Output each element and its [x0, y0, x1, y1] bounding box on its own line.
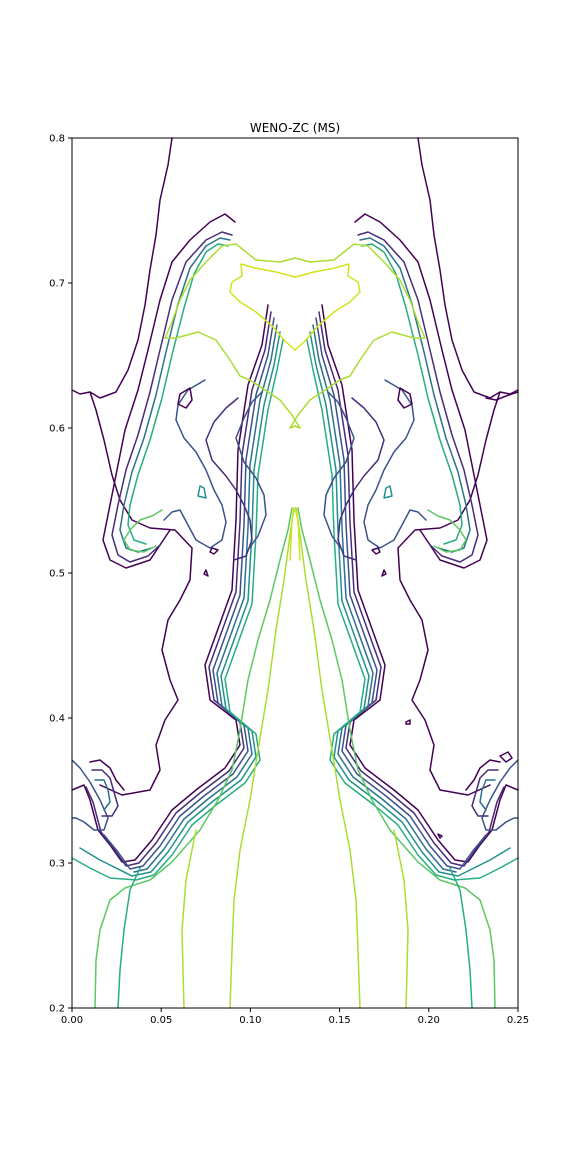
x-tick-label: 0.10	[239, 1015, 261, 1026]
y-tick-label: 0.8	[49, 134, 65, 145]
y-tick-label: 0.4	[49, 714, 65, 725]
contour-line-level-0	[437, 833, 443, 839]
contour-line-level-1	[91, 769, 119, 817]
contour-line-level-8	[289, 507, 296, 561]
contour-line-level-2	[71, 759, 109, 831]
y-tick-label: 0.6	[49, 424, 65, 435]
contour-line-level-7	[393, 829, 409, 1009]
contour-line-level-6	[297, 507, 496, 1009]
contour-line-level-3	[119, 237, 231, 553]
contour-line-level-1	[85, 311, 272, 867]
contour-line-level-0	[371, 547, 381, 555]
contour-line-level-7	[229, 507, 295, 1009]
contour-line-level-7	[289, 243, 426, 429]
contour-line-level-3	[479, 779, 496, 811]
contour-line-level-0	[177, 387, 193, 409]
contour-line-level-3	[359, 237, 471, 553]
contour-line-level-3	[312, 324, 457, 873]
contour-line-level-3	[94, 779, 111, 811]
contour-line-level-2	[481, 759, 519, 831]
contour-line-level-8	[229, 263, 296, 351]
contour-line-level-6	[94, 507, 293, 1009]
contour-line-level-0	[321, 304, 519, 863]
contour-line-level-5	[117, 867, 141, 1009]
contour-line-level-2	[163, 379, 227, 549]
contour-line-level-0	[499, 751, 513, 763]
contour-line-level-4	[383, 485, 393, 499]
contour-line-level-0	[397, 137, 501, 796]
y-tick-label: 0.5	[49, 569, 65, 580]
contour-line-level-5	[361, 243, 463, 545]
contour-line-level-5	[127, 243, 229, 545]
contour-line-level-2	[363, 379, 427, 549]
x-tick-label: 0.15	[328, 1015, 350, 1026]
contour-line-level-2	[323, 391, 355, 551]
contour-line-level-1	[111, 231, 233, 563]
contour-line-level-7	[164, 243, 301, 429]
contour-line-level-0	[397, 387, 413, 409]
contour-line-level-0	[89, 137, 193, 796]
contour-line-level-4	[79, 331, 281, 877]
contour-line-level-4	[309, 331, 511, 877]
contour-line-level-6	[427, 509, 467, 553]
contour-line-level-0	[209, 547, 219, 555]
x-tick-label: 0.25	[507, 1015, 529, 1026]
contour-line-level-0	[465, 759, 501, 791]
plot-frame	[71, 137, 519, 1009]
contour-line-level-8	[294, 507, 301, 561]
contour-line-level-1	[357, 231, 479, 563]
contour-line-level-0	[102, 213, 236, 569]
contour-line-level-0	[71, 389, 91, 395]
contour-line-level-0	[485, 391, 519, 401]
contour-line-level-7	[181, 829, 197, 1009]
contour-line-level-0	[89, 759, 125, 791]
contour-line-level-0	[203, 569, 209, 577]
contour-line-level-8	[294, 263, 361, 351]
contour-line-level-1	[337, 397, 385, 561]
contour-lines	[71, 137, 519, 1009]
x-axis: 0.00 0.05 0.10 0.15 0.20 0.25	[61, 1008, 529, 1026]
contour-line-level-3	[133, 324, 278, 873]
contour-line-level-0	[71, 304, 269, 863]
contour-line-level-0	[354, 213, 488, 569]
x-tick-label: 0.20	[418, 1015, 440, 1026]
x-tick-label: 0.05	[150, 1015, 172, 1026]
chart-title: WENO-ZC (MS)	[250, 121, 340, 135]
contour-line-level-5	[449, 867, 473, 1009]
y-axis: 0.2 0.3 0.4 0.5 0.6 0.7 0.8	[49, 134, 72, 1015]
contour-line-level-6	[123, 509, 163, 553]
contour-line-level-1	[471, 769, 499, 817]
contour-line-level-1	[205, 397, 253, 561]
contour-line-level-2	[235, 391, 267, 551]
contour-line-level-4	[197, 485, 207, 499]
contour-line-level-1	[318, 311, 505, 867]
contour-line-level-7	[295, 507, 361, 1009]
x-tick-label: 0.00	[61, 1015, 83, 1026]
y-tick-label: 0.2	[49, 1004, 65, 1015]
contour-line-level-0	[405, 719, 411, 725]
y-tick-label: 0.3	[49, 859, 65, 870]
contour-line-level-0	[381, 569, 387, 577]
y-tick-label: 0.7	[49, 279, 65, 290]
